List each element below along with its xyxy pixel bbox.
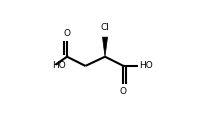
Polygon shape <box>102 37 108 57</box>
Text: Cl: Cl <box>101 23 109 32</box>
Text: O: O <box>120 87 127 96</box>
Text: O: O <box>63 29 70 38</box>
Text: HO: HO <box>52 61 66 70</box>
Text: HO: HO <box>140 61 153 70</box>
